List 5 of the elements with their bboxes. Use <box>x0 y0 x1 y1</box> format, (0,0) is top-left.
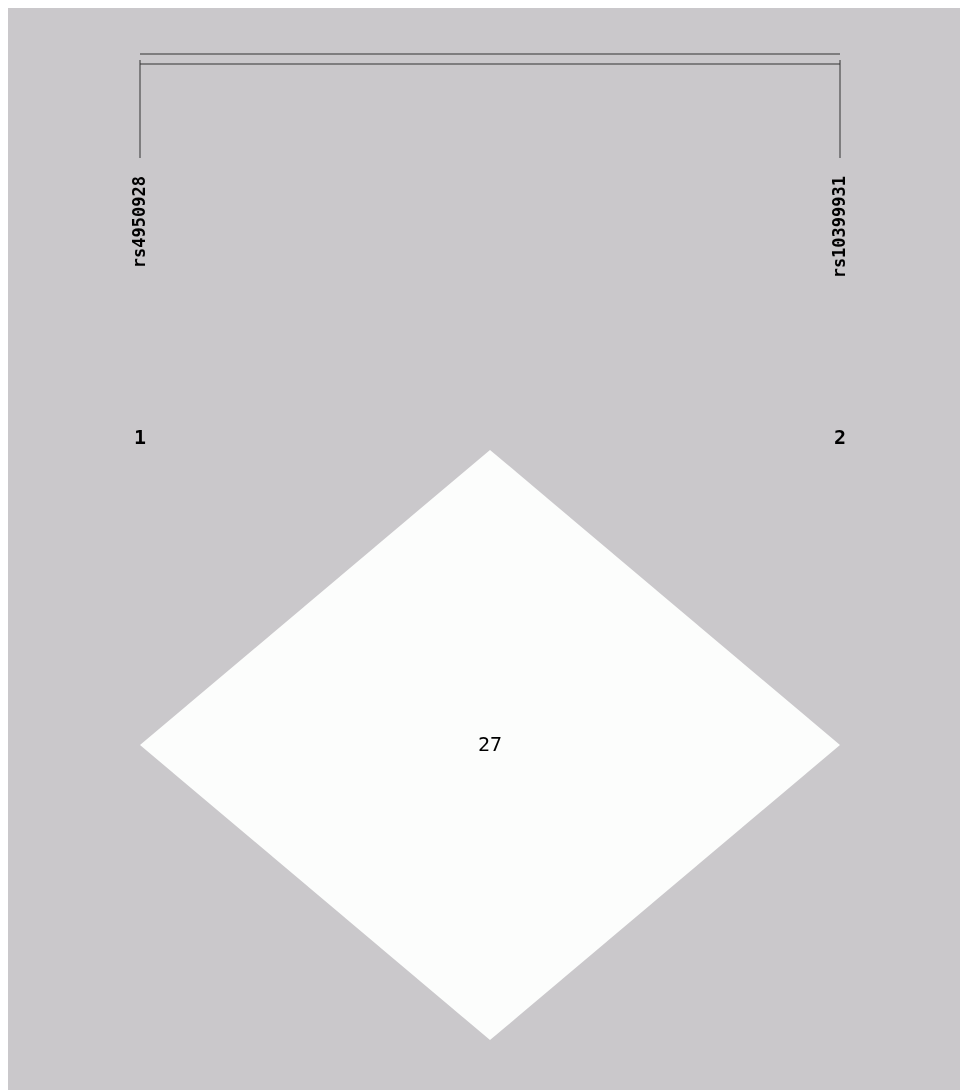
data-label: 27 <box>477 732 503 756</box>
text: 2 <box>833 425 847 449</box>
text: rs4950928 <box>129 176 149 269</box>
text: 1 <box>133 425 147 449</box>
text: rs10399931 <box>829 176 849 279</box>
